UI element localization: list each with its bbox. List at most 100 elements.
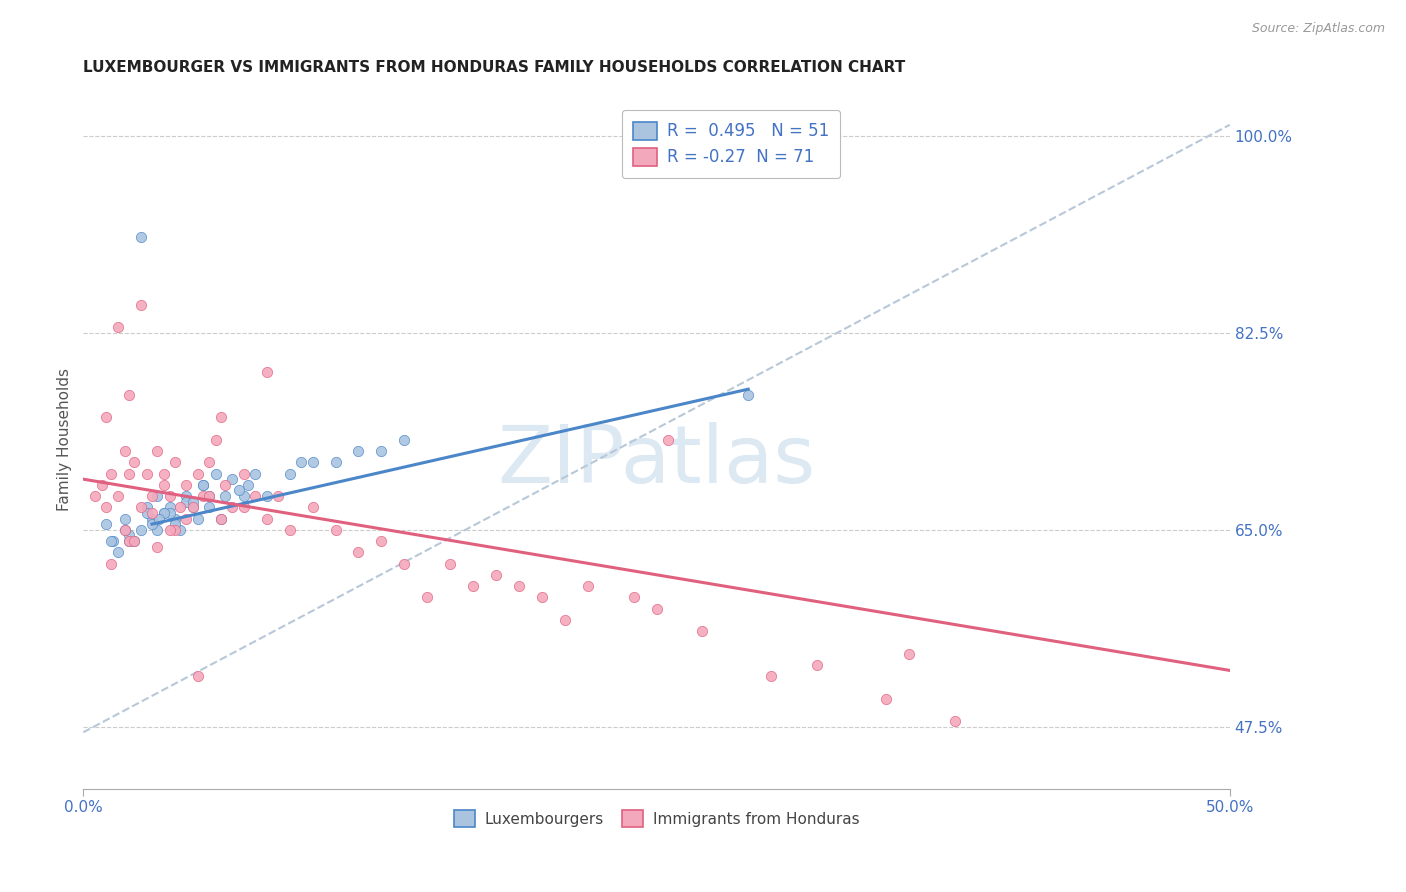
Legend: Luxembourgers, Immigrants from Honduras: Luxembourgers, Immigrants from Honduras (447, 805, 865, 833)
Point (159, 489, 181, 503)
Point (169, 500, 191, 515)
Point (191, 489, 214, 503)
Point (198, 489, 221, 503)
Point (183, 494, 205, 508)
Point (163, 511, 186, 525)
Point (152, 477, 174, 491)
Point (645, 601, 668, 615)
Point (141, 517, 163, 532)
Point (943, 714, 966, 728)
Point (141, 511, 163, 525)
Point (96, 517, 118, 532)
Point (96, 500, 118, 515)
Point (176, 511, 198, 525)
Point (187, 669, 209, 683)
Point (623, 591, 645, 605)
Point (278, 523, 301, 537)
Point (232, 500, 254, 515)
Point (141, 506, 163, 520)
Point (256, 365, 278, 379)
Point (554, 613, 576, 627)
Point (136, 500, 159, 515)
Point (198, 500, 221, 515)
Point (145, 540, 167, 554)
Point (163, 523, 186, 537)
Point (183, 500, 205, 515)
Point (169, 523, 191, 537)
Point (129, 523, 152, 537)
Point (141, 489, 163, 503)
Point (370, 534, 392, 549)
Point (205, 467, 228, 481)
Point (187, 511, 209, 525)
Point (107, 320, 129, 334)
Point (159, 506, 181, 520)
Point (136, 506, 159, 520)
Point (267, 489, 290, 503)
Point (114, 444, 136, 458)
Point (118, 534, 141, 549)
Point (301, 500, 323, 515)
Point (163, 455, 186, 469)
Point (461, 579, 484, 593)
Point (118, 467, 141, 481)
Point (875, 691, 897, 706)
Point (221, 500, 243, 515)
Point (508, 579, 530, 593)
Point (148, 511, 170, 525)
Point (191, 477, 214, 491)
Point (107, 545, 129, 559)
Point (191, 477, 214, 491)
Point (439, 557, 461, 571)
Point (370, 444, 392, 458)
Point (209, 511, 232, 525)
Point (290, 455, 312, 469)
Point (806, 657, 828, 672)
Point (737, 388, 759, 402)
Text: Source: ZipAtlas.com: Source: ZipAtlas.com (1251, 22, 1385, 36)
Point (416, 591, 439, 605)
Point (394, 433, 416, 447)
Text: ZIPatlas: ZIPatlas (498, 422, 815, 500)
Point (183, 500, 205, 515)
Point (152, 506, 174, 520)
Point (301, 455, 323, 469)
Point (187, 467, 209, 481)
Point (145, 523, 167, 537)
Point (325, 455, 347, 469)
Point (96, 410, 118, 425)
Point (122, 455, 145, 469)
Point (176, 489, 198, 503)
Point (209, 511, 232, 525)
Point (530, 591, 553, 605)
Point (256, 511, 278, 525)
Point (347, 444, 370, 458)
Point (347, 545, 370, 559)
Point (245, 489, 267, 503)
Point (256, 489, 278, 503)
Point (129, 298, 152, 312)
Point (122, 534, 145, 549)
Point (232, 467, 254, 481)
Text: LUXEMBOURGER VS IMMIGRANTS FROM HONDURAS FAMILY HOUSEHOLDS CORRELATION CHART: LUXEMBOURGER VS IMMIGRANTS FROM HONDURAS… (83, 60, 905, 75)
Point (205, 433, 228, 447)
Point (176, 494, 198, 508)
Point (485, 567, 508, 582)
Point (118, 388, 141, 402)
Point (245, 467, 267, 481)
Point (152, 467, 174, 481)
Point (90, 477, 112, 491)
Point (221, 472, 243, 486)
Point (238, 477, 260, 491)
Point (145, 444, 167, 458)
Point (325, 523, 347, 537)
Point (118, 528, 141, 542)
Point (107, 489, 129, 503)
Point (152, 506, 174, 520)
Point (278, 467, 301, 481)
Point (692, 624, 714, 638)
Point (159, 523, 181, 537)
Point (129, 230, 152, 244)
Point (657, 433, 679, 447)
Point (897, 647, 920, 661)
